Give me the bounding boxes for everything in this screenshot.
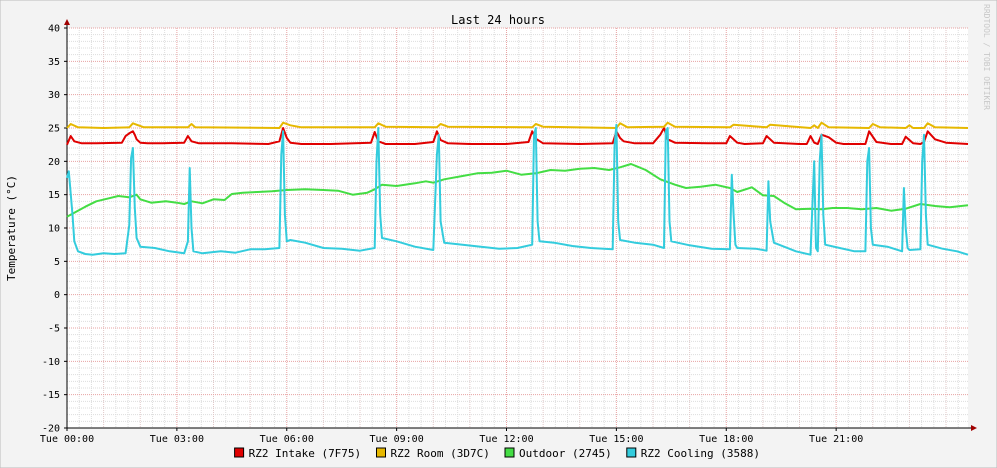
y-tick-label: 20 <box>48 157 60 168</box>
x-axis-arrow <box>971 425 977 431</box>
y-tick-label: 0 <box>54 290 60 301</box>
y-tick-label: -20 <box>42 424 60 435</box>
y-tick-label: -5 <box>48 324 60 335</box>
x-tick-label: Tue 21:00 <box>809 434 863 445</box>
x-tick-label: Tue 00:00 <box>40 434 94 445</box>
y-tick-label: 30 <box>48 90 60 101</box>
y-axis-label: Temperature (°C) <box>5 175 18 281</box>
legend-label: RZ2 Cooling (3588) <box>641 447 760 460</box>
watermark: RRDTOOL / TOBI OETIKER <box>982 4 991 110</box>
x-tick-label: Tue 18:00 <box>699 434 753 445</box>
y-tick-label: 40 <box>48 24 60 35</box>
y-tick-label: 15 <box>48 190 60 201</box>
legend-label: RZ2 Intake (7F75) <box>249 447 362 460</box>
series-line-3 <box>66 123 969 256</box>
grid <box>66 27 968 429</box>
legend: RZ2 Intake (7F75) RZ2 Room (3D7C) Outdoor … <box>234 447 760 460</box>
legend-swatch <box>234 447 245 458</box>
x-tick-label: Tue 03:00 <box>150 434 204 445</box>
x-tick-label: Tue 12:00 <box>479 434 533 445</box>
legend-swatch <box>376 447 386 458</box>
y-tick-label: -10 <box>42 357 60 368</box>
series-lines <box>66 121 969 256</box>
y-tick-label: 5 <box>54 257 60 268</box>
chart-title: Last 24 hours <box>451 13 545 27</box>
axes: -20 -15 -10 -5 0 5 10 15 20 25 30 35 40 Tue 00:00 Tue … <box>40 19 977 445</box>
series-line-2 <box>66 163 969 218</box>
y-tick-label: 10 <box>48 224 60 235</box>
y-tick-label: 35 <box>48 57 60 68</box>
y-tick-label: -15 <box>42 390 60 401</box>
y-tick-label: 25 <box>48 124 60 135</box>
legend-swatch <box>626 447 637 458</box>
y-axis-arrow <box>64 19 70 25</box>
legend-label: Outdoor (2745) <box>519 447 612 460</box>
series-line-0 <box>66 127 969 146</box>
x-tick-label: Tue 09:00 <box>370 434 424 445</box>
x-tick-label: Tue 06:00 <box>260 434 314 445</box>
legend-label: RZ2 Room (3D7C) <box>391 447 490 460</box>
x-tick-label: Tue 15:00 <box>589 434 643 445</box>
legend-swatch <box>504 447 515 458</box>
